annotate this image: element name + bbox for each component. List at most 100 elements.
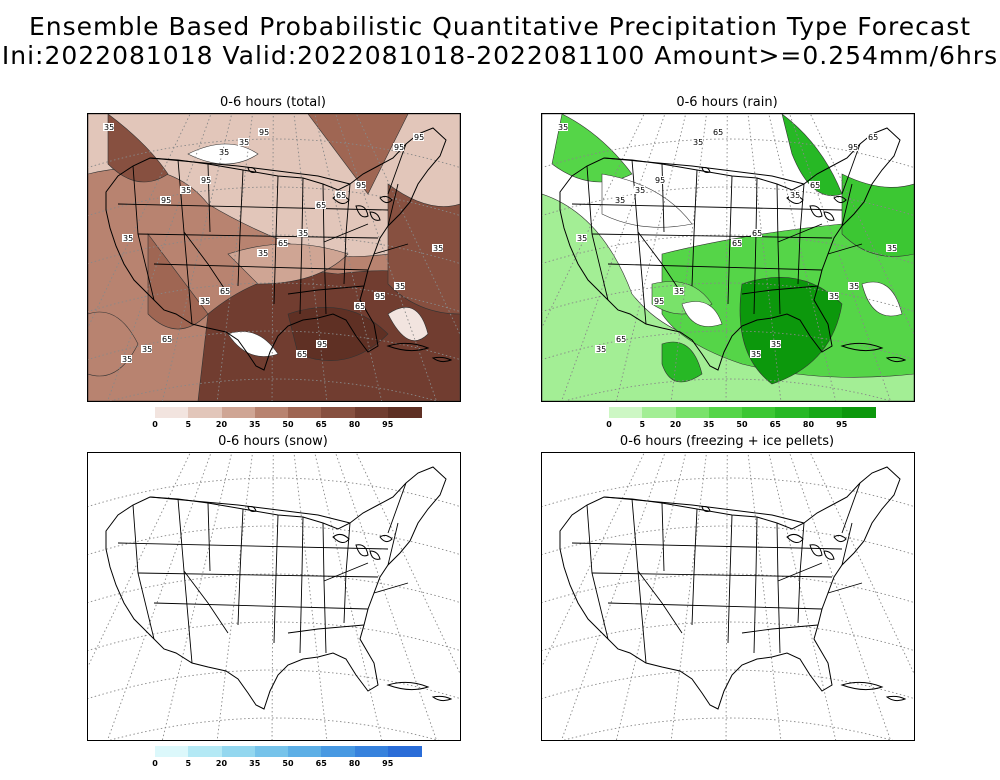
- map-svg: [542, 453, 914, 740]
- colorbar-tick-label: 0: [606, 420, 612, 429]
- contour-label: 35: [849, 282, 859, 291]
- map-panel-rain: 35 95 65 35 65 65 65 35 35 35 65 35 65 35 35 35 35 35 95 35…: [541, 113, 915, 402]
- contour-label: 35: [433, 244, 443, 253]
- colorbar-segment: [675, 407, 710, 418]
- contour-label: 65: [868, 133, 878, 142]
- contour-label: 65: [162, 335, 172, 344]
- contour-label: 65: [616, 335, 626, 344]
- contour-label: 95: [375, 292, 385, 301]
- main-title-line-1: Ensemble Based Probabilistic Quantitativ…: [28, 12, 972, 41]
- colorbar-tick-label: 50: [282, 420, 294, 429]
- contour-label: 95: [654, 297, 664, 306]
- colorbar-tick-label: 35: [703, 420, 715, 429]
- contour-label: 35: [181, 186, 191, 195]
- map-panel-total: 35 95 35 35 65 95 95 35 65 95 95 35 65 95 35 35 65 35 35 65…: [87, 113, 461, 402]
- contour-label: 65: [297, 350, 307, 359]
- colorbar-segment: [321, 407, 355, 418]
- colorbar-segment: [254, 746, 289, 757]
- colorbar-segment: [155, 407, 189, 418]
- contour-label: 65: [752, 229, 762, 238]
- colorbar-segment: [708, 407, 743, 418]
- contour-label: 35: [123, 234, 133, 243]
- contour-label: 35: [239, 138, 249, 147]
- map-panel-frz: [541, 452, 915, 741]
- colorbar-segment: [354, 407, 389, 418]
- colorbar-tick-label: 35: [249, 759, 261, 768]
- colorbar-segment: [288, 407, 322, 418]
- colorbar-tick-label: 5: [185, 420, 192, 429]
- colorbar-tick-label: 65: [769, 420, 781, 429]
- contour-label: 35: [122, 355, 132, 364]
- contour-label: 35: [771, 340, 781, 349]
- contour-label: 35: [615, 196, 625, 205]
- contour-label: 65: [316, 201, 326, 210]
- contour-label: 35: [558, 123, 568, 132]
- colorbar-segment: [155, 746, 189, 757]
- colorbar-segment: [354, 746, 389, 757]
- contour-label: 35: [258, 249, 268, 258]
- colorbar-tick-label: 0: [152, 759, 158, 768]
- colorbar-tick-label: 50: [282, 759, 294, 768]
- colorbar-tick-label: 5: [639, 420, 646, 429]
- contour-label: 35: [219, 148, 229, 157]
- contour-label: 35: [577, 234, 587, 243]
- contour-label: 95: [317, 340, 327, 349]
- contour-label: 95: [414, 133, 424, 142]
- colorbar-segment: [808, 407, 843, 418]
- colorbar-tick-label: 65: [315, 420, 327, 429]
- colorbar-tick-label: 35: [249, 420, 261, 429]
- colorbar-segment: [254, 407, 289, 418]
- colorbar-segment: [221, 407, 256, 418]
- colorbar-tick-label: 95: [382, 420, 394, 429]
- contour-label: 35: [395, 282, 405, 291]
- map-svg: 35 95 65 35 65 65 65 35 35 35 65 35 65 35 35 35 35 35 95 35…: [542, 114, 914, 401]
- colorbar-snow: [155, 746, 422, 757]
- contour-label: 35: [790, 191, 800, 200]
- colorbar-rain: [609, 407, 876, 418]
- contour-label: 35: [693, 138, 703, 147]
- contour-label: 35: [635, 186, 645, 195]
- colorbar-segment: [321, 746, 355, 757]
- colorbar-segment: [221, 746, 256, 757]
- colorbar-tick-label: 80: [802, 420, 815, 429]
- colorbar-segment: [609, 407, 643, 418]
- colorbar-segment: [387, 407, 422, 418]
- colorbar-tick-label: 50: [736, 420, 748, 429]
- contour-label: 35: [298, 229, 308, 238]
- colorbar-tick-label: 80: [348, 420, 361, 429]
- contour-label: 35: [751, 350, 761, 359]
- colorbar-tick-label: 95: [382, 759, 394, 768]
- colorbar-segment: [841, 407, 876, 418]
- contour-label: 35: [674, 287, 684, 296]
- contour-label: 95: [655, 176, 665, 185]
- contour-label: 95: [259, 128, 269, 137]
- colorbar-segment: [742, 407, 776, 418]
- contour-label: 35: [142, 345, 152, 354]
- colorbar-segment: [288, 746, 322, 757]
- map-svg: [88, 453, 460, 740]
- contour-label: 95: [356, 181, 366, 190]
- colorbar-segment: [188, 746, 222, 757]
- colorbar-tick-label: 20: [669, 420, 682, 429]
- panel-title-frz: 0-6 hours (freezing + ice pellets): [619, 434, 835, 449]
- contour-label: 65: [355, 302, 365, 311]
- contour-label: 65: [713, 128, 723, 137]
- colorbar-segment: [387, 746, 422, 757]
- colorbar-segment: [642, 407, 676, 418]
- main-title-line-2: Ini:2022081018 Valid:2022081018-20220811…: [1, 41, 999, 70]
- colorbar-tick-label: 20: [215, 420, 228, 429]
- contour-label: 35: [200, 297, 210, 306]
- colorbar-total: [155, 407, 422, 418]
- map-svg: 35 95 35 35 65 95 95 35 65 95 95 35 65 95 35 35 65 35 35 65…: [88, 114, 460, 401]
- contour-label: 95: [848, 143, 858, 152]
- colorbar-segment: [775, 407, 809, 418]
- panel-title-snow: 0-6 hours (snow): [218, 434, 328, 449]
- contour-label: 35: [887, 244, 897, 253]
- contour-label: 95: [201, 176, 211, 185]
- colorbar-tick-label: 0: [152, 420, 158, 429]
- contour-label: 65: [810, 181, 820, 190]
- contour-label: 65: [220, 287, 230, 296]
- contour-label: 95: [161, 196, 171, 205]
- panel-title-total: 0-6 hours (total): [220, 95, 326, 110]
- contour-label: 35: [829, 292, 839, 301]
